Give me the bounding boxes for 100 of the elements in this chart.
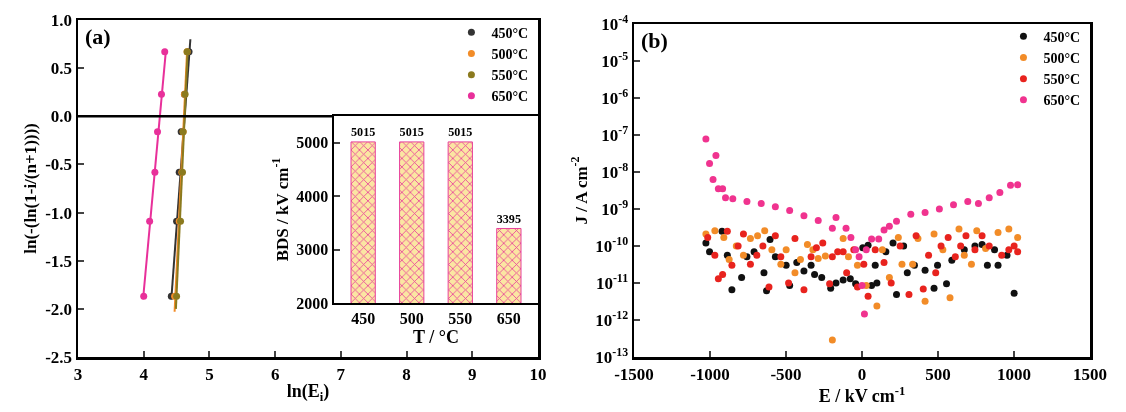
point: [754, 232, 762, 240]
y-tick-label: -1.5: [45, 251, 73, 271]
x-tick-label: 8: [402, 364, 411, 384]
point: [729, 195, 737, 203]
x-axis-title: ln(E$_{i}$): [286, 381, 330, 405]
y-tick-label: 10$^{-8}$: [601, 159, 629, 182]
x-axis-title: E / kV cm$^{-1}$: [818, 383, 906, 407]
point: [834, 248, 842, 256]
point: [974, 200, 982, 208]
point: [728, 261, 736, 269]
point: [894, 233, 902, 241]
point: [832, 279, 840, 287]
point: [828, 224, 836, 232]
x-tick-label: 4: [139, 364, 149, 384]
x-tick-label: -1500: [614, 364, 654, 384]
point: [832, 213, 840, 221]
point: [934, 261, 942, 269]
point: [847, 233, 855, 241]
point: [998, 251, 1006, 259]
point: [962, 232, 970, 240]
point: [930, 284, 938, 292]
point: [722, 194, 729, 202]
y-tick-label: 10$^{-7}$: [601, 122, 629, 145]
point: [887, 279, 895, 287]
point: [944, 233, 952, 241]
point: [151, 168, 159, 176]
point: [855, 253, 863, 261]
point: [946, 294, 954, 302]
point: [844, 253, 852, 261]
point: [893, 290, 900, 298]
x-tick-label: 9: [468, 364, 477, 384]
legend-label: 450°C: [1043, 29, 1081, 45]
y-axis-title: ln(-(ln(1-i/(n+1)))): [21, 123, 41, 254]
x-tick-label: 500: [925, 364, 951, 384]
y-tick-label: 10$^{-13}$: [595, 344, 629, 367]
point: [1005, 225, 1013, 233]
point: [702, 239, 710, 247]
point: [807, 253, 815, 261]
y-tick-label: 10$^{-5}$: [601, 48, 629, 71]
point: [771, 203, 779, 211]
point: [768, 246, 776, 254]
point: [921, 208, 929, 216]
y-tick-label: 2000: [296, 294, 329, 312]
y-tick-label: 10$^{-6}$: [601, 85, 629, 108]
legend-label: 500°C: [1043, 50, 1081, 66]
point: [814, 254, 822, 262]
data-label: 5015: [399, 125, 424, 140]
point: [765, 283, 773, 291]
point: [711, 227, 719, 235]
point: [919, 285, 927, 293]
point: [711, 251, 719, 259]
point: [761, 227, 769, 235]
point: [146, 217, 154, 225]
point: [864, 292, 872, 300]
point: [839, 234, 847, 242]
y-tick-label: -2.5: [45, 347, 73, 367]
point: [978, 232, 986, 240]
point: [814, 216, 822, 224]
point: [905, 290, 913, 298]
x-tick-label: -500: [770, 364, 802, 384]
point: [739, 251, 747, 259]
point: [885, 222, 893, 230]
y-tick-label: 10$^{-11}$: [595, 270, 629, 293]
point: [950, 201, 957, 209]
x-tick-label: 0: [857, 364, 867, 384]
point: [800, 212, 808, 220]
point: [800, 286, 808, 294]
point: [1005, 246, 1013, 254]
point: [746, 260, 754, 268]
point: [719, 185, 727, 193]
point: [873, 302, 881, 310]
point: [154, 128, 162, 136]
x-axis-title: T / °C: [413, 327, 459, 348]
point: [991, 246, 999, 254]
point: [725, 256, 733, 264]
point: [875, 235, 883, 243]
point: [996, 188, 1004, 196]
point: [1007, 181, 1014, 189]
point: [712, 151, 720, 159]
point: [157, 90, 165, 98]
legend-label: 550°C: [1043, 72, 1081, 88]
x-tick-label: 7: [336, 364, 346, 384]
point: [985, 194, 993, 202]
point: [868, 235, 876, 243]
point: [723, 227, 731, 235]
point: [706, 159, 714, 167]
x-tick-label: -1000: [690, 364, 730, 384]
point: [889, 239, 897, 247]
point: [955, 225, 963, 233]
point: [846, 275, 854, 283]
data-label: 3395: [496, 212, 521, 227]
point: [839, 248, 847, 256]
point: [880, 258, 888, 266]
y-tick-label: 5000: [296, 134, 329, 152]
x-tick-label: 6: [270, 364, 280, 384]
point: [1010, 289, 1018, 297]
point: [821, 252, 829, 260]
x-tick-label: 500: [399, 310, 424, 328]
point: [871, 261, 879, 269]
y-tick-label: 10$^{-9}$: [601, 196, 629, 219]
